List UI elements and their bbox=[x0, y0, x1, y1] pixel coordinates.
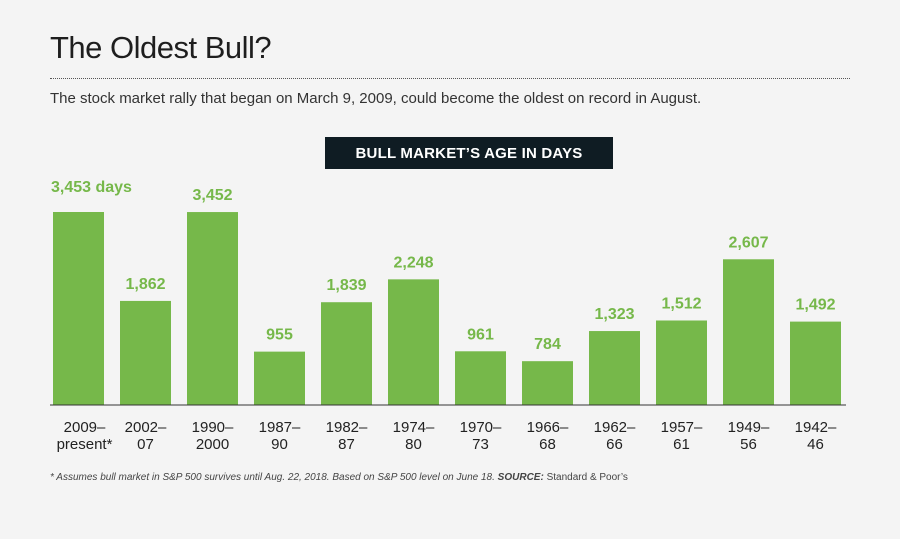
value-label-3: 955 bbox=[266, 327, 293, 344]
source-label: SOURCE: bbox=[497, 472, 544, 483]
chart-banner: BULL MARKET’S AGE IN DAYS bbox=[325, 137, 613, 169]
value-label-10: 2,607 bbox=[728, 234, 768, 251]
category-label-3-1: 90 bbox=[271, 436, 288, 453]
category-label-2-1: 2000 bbox=[196, 436, 229, 453]
category-label-4-0: 1982– bbox=[326, 419, 368, 436]
footnote: * Assumes bull market in S&P 500 survive… bbox=[50, 472, 628, 483]
value-label-11: 1,492 bbox=[795, 297, 835, 314]
category-label-4-1: 87 bbox=[338, 436, 355, 453]
footnote-text: * Assumes bull market in S&P 500 survive… bbox=[50, 472, 495, 483]
category-label-9-1: 61 bbox=[673, 436, 690, 453]
title-divider bbox=[50, 78, 850, 79]
bar-8 bbox=[589, 331, 640, 405]
bar-0 bbox=[53, 212, 104, 405]
category-label-1-1: 07 bbox=[137, 436, 154, 453]
category-label-5-1: 80 bbox=[405, 436, 422, 453]
value-label-4: 1,839 bbox=[326, 277, 366, 294]
category-label-8-1: 66 bbox=[606, 436, 623, 453]
bar-7 bbox=[522, 361, 573, 405]
bar-4 bbox=[321, 302, 372, 405]
value-label-7: 784 bbox=[534, 336, 561, 353]
chart-title: The Oldest Bull? bbox=[50, 30, 272, 65]
bar-5 bbox=[388, 279, 439, 405]
category-label-10-1: 56 bbox=[740, 436, 757, 453]
category-label-7-0: 1966– bbox=[527, 419, 569, 436]
category-label-6-1: 73 bbox=[472, 436, 489, 453]
bar-1 bbox=[120, 300, 171, 405]
category-label-11-1: 46 bbox=[807, 436, 824, 453]
category-label-9-0: 1957– bbox=[661, 419, 703, 436]
category-label-10-0: 1949– bbox=[728, 419, 770, 436]
value-label-0: 3,453 days bbox=[51, 179, 132, 196]
category-label-3-0: 1987– bbox=[259, 419, 301, 436]
value-label-2: 3,452 bbox=[192, 187, 232, 204]
category-label-7-1: 68 bbox=[539, 436, 556, 453]
bar-11 bbox=[790, 321, 841, 405]
category-label-5-0: 1974– bbox=[393, 419, 435, 436]
bar-6 bbox=[455, 351, 506, 405]
source-value: Standard & Poor’s bbox=[546, 472, 628, 483]
category-label-11-0: 1942– bbox=[795, 419, 837, 436]
value-label-5: 2,248 bbox=[393, 254, 433, 271]
bar-2 bbox=[187, 212, 238, 405]
value-label-1: 1,862 bbox=[125, 276, 165, 293]
bar-3 bbox=[254, 351, 305, 405]
bar-10 bbox=[723, 259, 774, 405]
category-label-0-0: 2009– bbox=[64, 419, 106, 436]
category-label-1-0: 2002– bbox=[125, 419, 167, 436]
chart-subtitle: The stock market rally that began on Mar… bbox=[50, 90, 702, 107]
value-label-6: 961 bbox=[467, 326, 494, 343]
value-label-9: 1,512 bbox=[661, 295, 701, 312]
category-label-6-0: 1970– bbox=[460, 419, 502, 436]
category-label-0-1: present* bbox=[57, 436, 113, 453]
category-label-2-0: 1990– bbox=[192, 419, 234, 436]
value-label-8: 1,323 bbox=[594, 306, 634, 323]
bar-9 bbox=[656, 320, 707, 405]
category-label-8-0: 1962– bbox=[594, 419, 636, 436]
